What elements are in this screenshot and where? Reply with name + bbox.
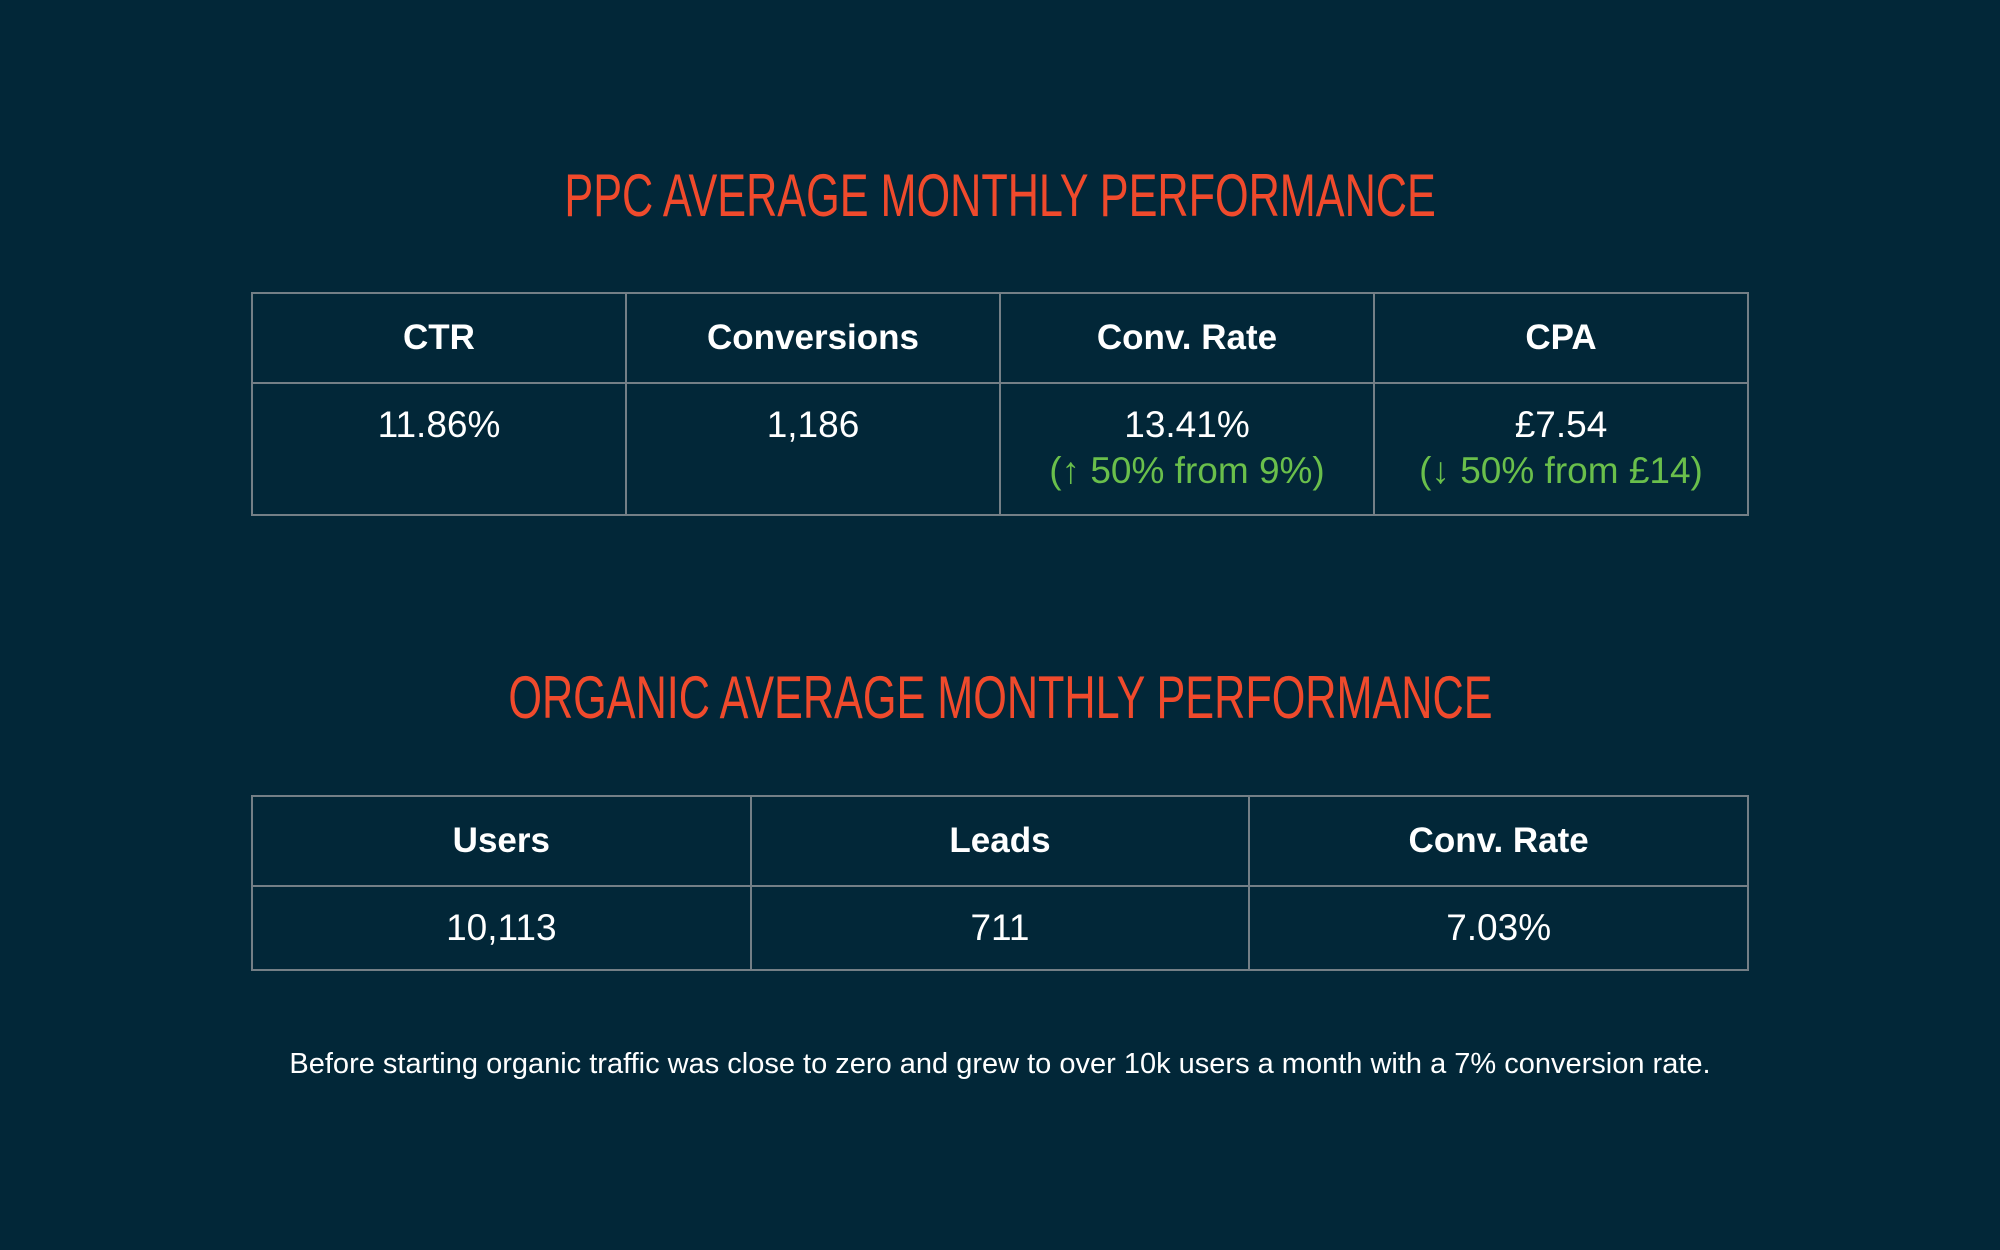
column-header-conversions: Conversions [625,292,1001,384]
cell-ctr: 11.86% [251,382,627,516]
organic-section-title-text: ORGANIC AVERAGE MONTHLY PERFORMANCE [507,664,1493,731]
value-conv-rate: 13.41% [1124,404,1250,445]
ppc-section-title: PPC AVERAGE MONTHLY PERFORMANCE [0,166,2000,226]
organic-metrics-table: Users Leads Conv. Rate 10,113 711 7.03% [251,795,1749,971]
column-header-leads: Leads [749,795,1251,887]
cell-conv-rate: 7.03% [1248,885,1749,971]
cell-cpa: £7.54 (↓ 50% from £14) [1373,382,1749,516]
column-header-ctr: CTR [251,292,627,384]
column-header-users: Users [251,795,752,887]
value-conversions: 1,186 [766,404,860,445]
cell-leads: 711 [749,885,1251,971]
table-header-row: Users Leads Conv. Rate [251,795,1749,887]
column-header-cpa: CPA [1373,292,1749,384]
cell-conv-rate: 13.41% (↑ 50% from 9%) [999,382,1375,516]
table-row: 11.86% 1,186 13.41% (↑ 50% from 9%) £7.5… [251,382,1749,516]
value-ctr: 11.86% [377,404,501,445]
cell-users: 10,113 [251,885,752,971]
organic-section-title: ORGANIC AVERAGE MONTHLY PERFORMANCE [0,668,2000,728]
change-cpa: (↓ 50% from £14) [1419,450,1703,491]
table-header-row: CTR Conversions Conv. Rate CPA [251,292,1749,384]
summary-footnote: Before starting organic traffic was clos… [289,1048,1711,1080]
column-header-conv-rate: Conv. Rate [1248,795,1749,887]
change-conv-rate: (↑ 50% from 9%) [1049,450,1325,491]
column-header-conv-rate: Conv. Rate [999,292,1375,384]
cell-conversions: 1,186 [625,382,1001,516]
ppc-metrics-table: CTR Conversions Conv. Rate CPA 11.86% 1,… [251,292,1749,516]
value-cpa: £7.54 [1514,404,1608,445]
table-row: 10,113 711 7.03% [251,885,1749,971]
ppc-section-title-text: PPC AVERAGE MONTHLY PERFORMANCE [564,162,1436,229]
